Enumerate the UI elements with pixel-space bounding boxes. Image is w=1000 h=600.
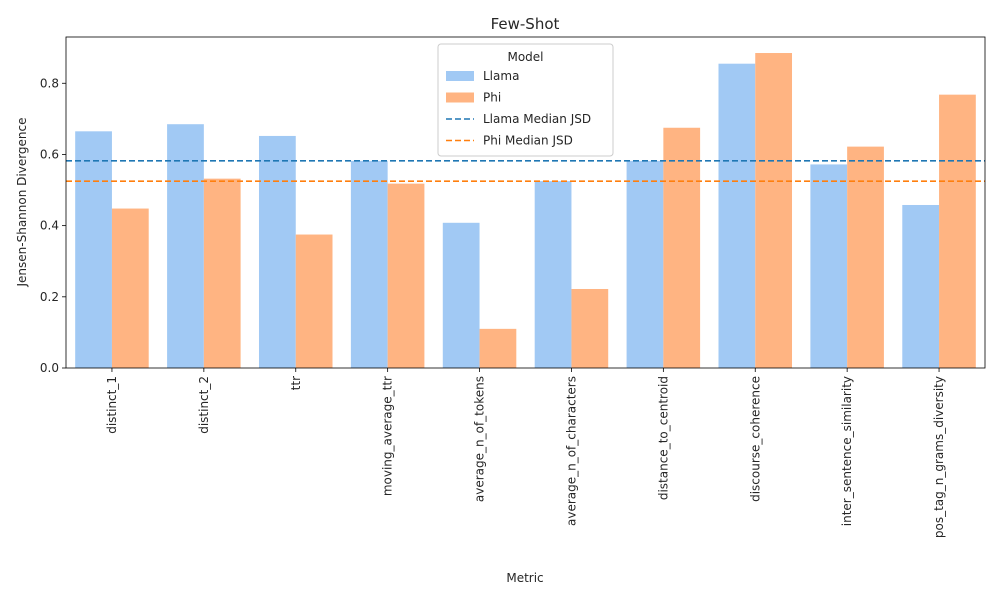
axes-layer: 0.0 0.2 0.4 0.6 0.8 distinct_1 distinct_2 ttr mo… — [40, 36, 986, 538]
bar-phi-distinct_1 — [111, 208, 149, 368]
y-tick-label: 0.2 — [40, 290, 59, 304]
x-tick-label: distinct_2 — [197, 376, 211, 434]
y-tick-label: 0.0 — [40, 361, 59, 375]
bar-phi-distinct_2 — [203, 178, 241, 368]
legend-label-llama-median: Llama Median JSD — [483, 112, 591, 126]
bar-llama-inter_sentence_similarity — [810, 164, 848, 368]
legend: Model Llama Phi Llama Median JSD Phi Median … — [437, 43, 614, 157]
legend-label-phi-median: Phi Median JSD — [483, 134, 573, 148]
x-tick-label: discourse_coherence — [748, 376, 762, 502]
bar-llama-moving_average_ttr — [350, 160, 388, 368]
legend-title: Model — [507, 50, 543, 64]
bar-phi-average_n_of_characters — [571, 288, 609, 368]
bar-llama-average_n_of_tokens — [442, 222, 480, 368]
bar-llama-distinct_2 — [167, 124, 204, 369]
bar-llama-ttr — [258, 135, 296, 368]
bar-phi-distance_to_centroid — [663, 127, 701, 369]
bar-phi-discourse_coherence — [755, 53, 793, 369]
x-tick-label: inter_sentence_similarity — [840, 376, 854, 526]
y-axis-title: Jensen-Shannon Divergence — [15, 117, 29, 287]
legend-box — [437, 43, 614, 157]
bars-layer — [75, 53, 976, 369]
bar-llama-average_n_of_characters — [534, 181, 572, 368]
legend-swatch-phi — [446, 92, 474, 103]
y-tick-label: 0.4 — [40, 219, 59, 233]
reference-lines-layer — [66, 160, 985, 182]
y-tick-label: 0.6 — [40, 147, 59, 161]
x-tick-label: ttr — [289, 376, 303, 390]
x-tick-label: distance_to_centroid — [656, 376, 670, 500]
chart-title: Few-Shot — [491, 15, 560, 33]
bar-phi-moving_average_ttr — [387, 183, 425, 368]
y-tick-label: 0.8 — [40, 76, 59, 90]
bar-llama-distinct_1 — [75, 131, 112, 368]
legend-label-phi: Phi — [483, 91, 501, 105]
x-tick-label: distinct_1 — [105, 376, 119, 434]
bar-llama-pos_tag_n_grams_diversity — [902, 204, 940, 368]
bar-llama-discourse_coherence — [718, 63, 756, 369]
plot-frame — [65, 36, 986, 369]
bar-phi-inter_sentence_similarity — [847, 146, 884, 368]
x-tick-label: pos_tag_n_grams_diversity — [932, 376, 946, 538]
x-tick-label: average_n_of_tokens — [473, 376, 487, 502]
bar-phi-ttr — [295, 234, 333, 368]
x-tick-label: moving_average_ttr — [381, 376, 395, 496]
bar-phi-average_n_of_tokens — [479, 328, 517, 368]
x-axis-title: Metric — [506, 571, 543, 585]
bar-phi-pos_tag_n_grams_diversity — [939, 94, 976, 368]
legend-label-llama: Llama — [483, 69, 519, 83]
legend-swatch-llama — [446, 71, 474, 81]
x-tick-label: average_n_of_characters — [564, 376, 578, 526]
bar-llama-distance_to_centroid — [626, 160, 664, 368]
